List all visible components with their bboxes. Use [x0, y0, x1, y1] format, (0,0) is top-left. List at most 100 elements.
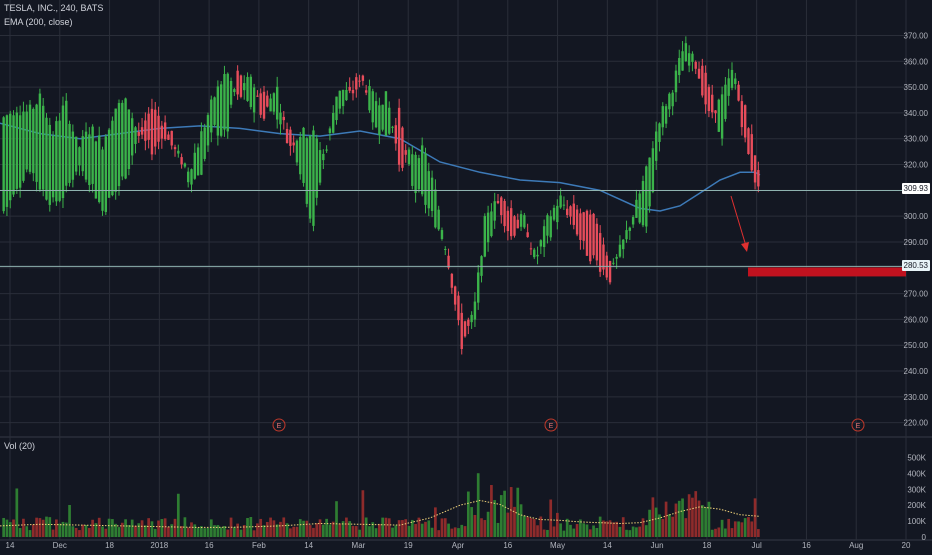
volume-bar [552, 526, 556, 537]
volume-bar [694, 491, 698, 537]
volume-bar [101, 526, 104, 537]
volume-bar [691, 497, 694, 537]
price-tick-label: 240.00 [904, 367, 929, 376]
volume-bar [575, 524, 579, 537]
candle-body [318, 150, 322, 183]
volume-bar [111, 519, 114, 537]
candle-body [714, 110, 717, 114]
candle-body [38, 93, 42, 190]
time-tick-label: May [550, 541, 565, 550]
volume-bar [242, 525, 246, 537]
candle-body [91, 126, 94, 184]
volume-bar [35, 517, 38, 537]
volume-bar [206, 527, 210, 537]
candle-body [81, 136, 84, 172]
volume-bar [483, 520, 487, 537]
price-tick-label: 250.00 [904, 341, 929, 350]
volume-bar [740, 522, 744, 537]
volume-bar [397, 520, 401, 537]
candle-body [701, 65, 704, 96]
candle-body [602, 244, 605, 270]
volume-bar [453, 527, 457, 537]
price-tick-label: 350.00 [904, 83, 929, 92]
volume-bar [91, 519, 94, 537]
candle-body [694, 61, 697, 69]
volume-bar [707, 501, 711, 537]
volume-bar [114, 523, 118, 537]
candle-body [477, 272, 480, 303]
candle-body [381, 104, 384, 130]
volume-bar [539, 516, 543, 537]
candle-body [437, 209, 440, 230]
candle-body [467, 319, 470, 326]
volume-bar [124, 519, 127, 537]
price-tick-label: 330.00 [904, 135, 929, 144]
candle-body [130, 118, 134, 156]
candle-body [269, 98, 272, 112]
volume-bar [579, 519, 582, 537]
volume-bar [654, 507, 658, 537]
candle-body [503, 200, 506, 227]
volume-bar [526, 517, 530, 537]
earnings-marker-label: E [277, 423, 282, 430]
candle-body [628, 227, 632, 231]
candle-body [71, 131, 75, 180]
earnings-marker-label: E [856, 423, 861, 430]
volume-bar [163, 518, 167, 537]
volume-bar [407, 525, 411, 537]
volume-bar [318, 519, 322, 537]
candle-body [206, 115, 210, 146]
candle-body [219, 84, 223, 136]
volume-bar [328, 524, 332, 537]
candle-body [434, 189, 437, 228]
candle-body [111, 120, 114, 196]
volume-bar [757, 529, 760, 537]
candle-body [249, 76, 253, 107]
volume-bar [700, 505, 704, 537]
candle-body [704, 72, 707, 105]
volume-bar [704, 507, 707, 537]
volume-bar [516, 487, 520, 537]
candle-body [328, 128, 332, 133]
volume-bar [364, 517, 368, 537]
volume-bar [232, 527, 236, 537]
volume-bar [414, 523, 417, 537]
volume-bar [368, 526, 371, 537]
candle-body [55, 121, 58, 202]
volume-bar [180, 526, 183, 537]
candle-body [559, 195, 562, 208]
volume-bar [582, 523, 586, 537]
volume-bar [51, 529, 55, 537]
candle-body [595, 223, 599, 261]
volume-bar [546, 529, 549, 537]
candle-body [210, 99, 213, 133]
candle-body [32, 108, 35, 174]
candle-body [506, 210, 510, 232]
volume-bar [434, 507, 437, 537]
candle-body [177, 150, 180, 154]
volume-bar [18, 528, 22, 537]
candle-body [740, 101, 744, 128]
candle-body [292, 142, 295, 146]
volume-bar [555, 512, 559, 537]
candle-body [523, 215, 526, 228]
volume-bar [200, 526, 203, 537]
candle-body [256, 95, 259, 97]
volume-legend: Vol (20) [4, 441, 36, 451]
candle-body [470, 314, 473, 323]
candle-body [134, 127, 137, 144]
volume-bar [714, 528, 717, 537]
axes: 220.00 230.00 240.00 250.00 260.00 270.00 280.… [6, 31, 929, 550]
candle-body [753, 155, 757, 183]
volume-bar [628, 530, 632, 537]
candle-body [98, 135, 101, 203]
candle-body [612, 262, 615, 264]
volume-bar [246, 518, 249, 537]
volume-bar [559, 523, 562, 537]
candle-body [645, 166, 648, 227]
volume-bar [321, 524, 325, 537]
candle-body [368, 86, 371, 111]
volume-bar [394, 525, 398, 537]
